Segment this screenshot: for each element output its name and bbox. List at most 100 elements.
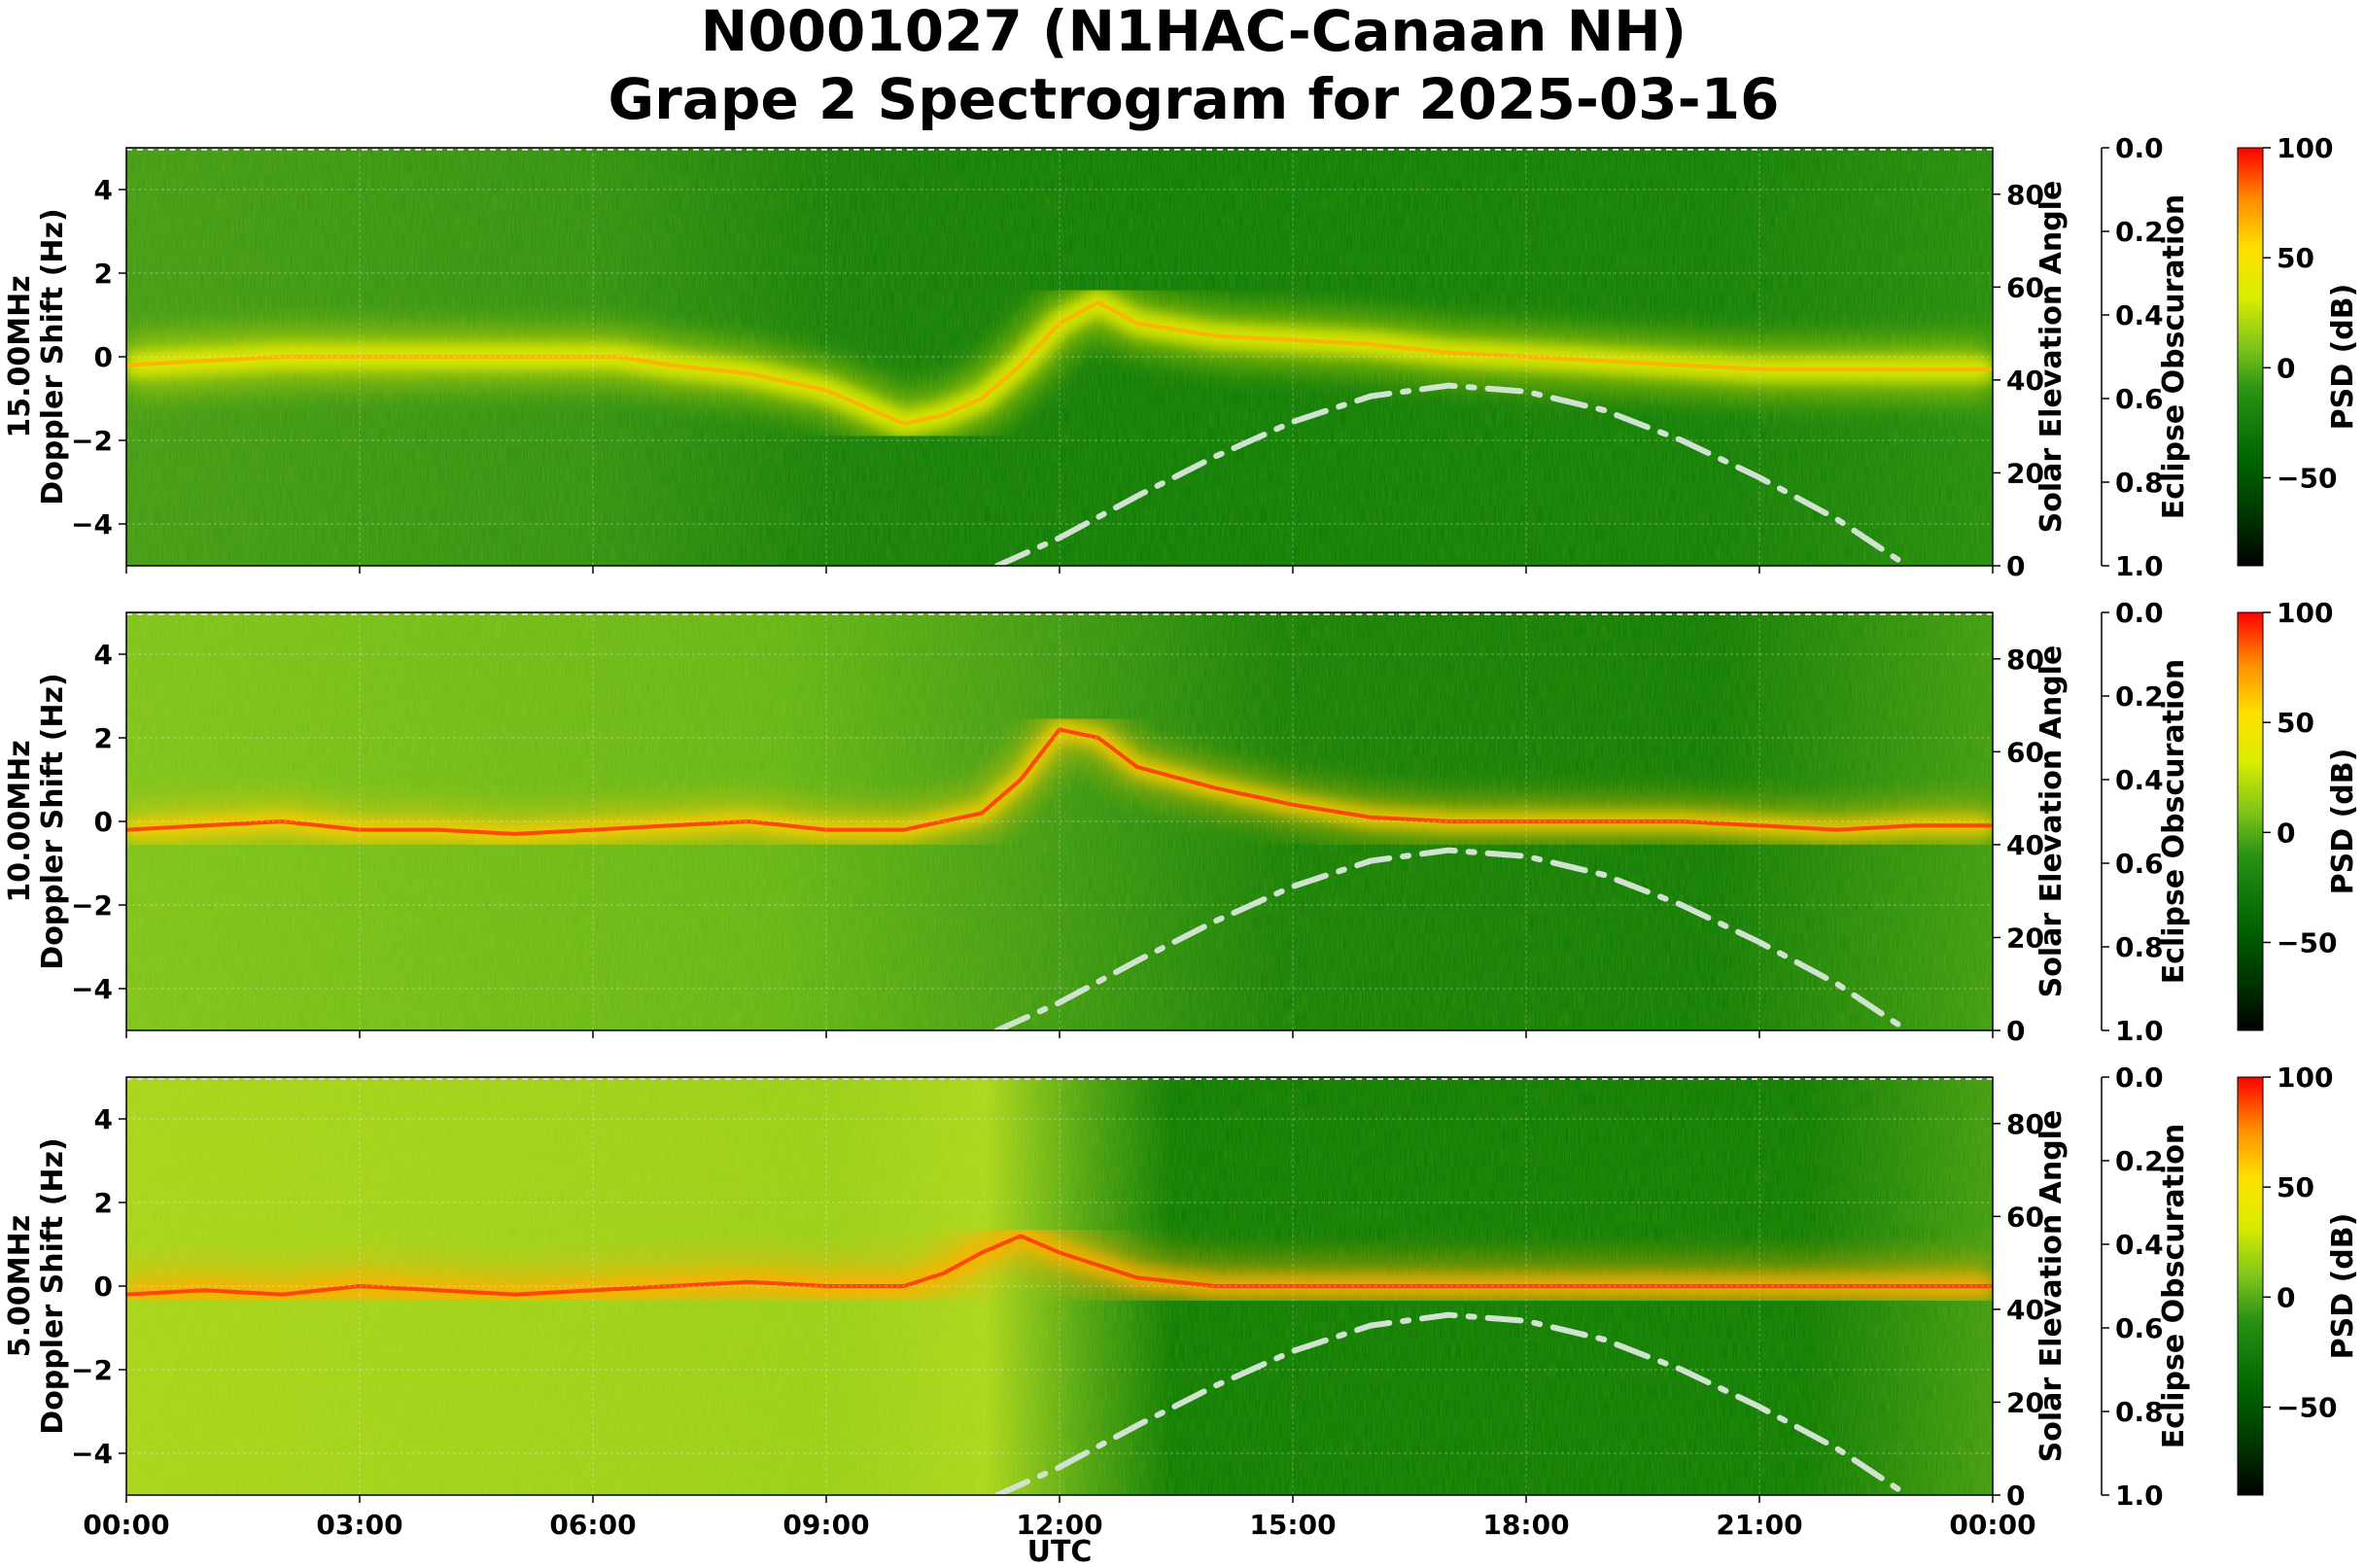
x-tick-label: 09:00: [783, 1509, 869, 1541]
colorbar-label: PSD (dB): [2326, 1213, 2360, 1360]
eclipse-tick-label: 0.6: [2115, 848, 2164, 880]
eclipse-tick-label: 1.0: [2115, 550, 2164, 582]
panel-0: 420−2−415.00MHz Doppler Shift (Hz)8060402…: [3, 132, 2360, 582]
y-tick-label: 2: [94, 258, 113, 290]
solar-tick-label: 20: [2006, 457, 2044, 489]
colorbar-tick-label: 0: [2277, 352, 2295, 384]
colorbar-tick-label: 50: [2277, 707, 2314, 739]
y-tick-label: −2: [71, 889, 113, 922]
x-tick-label: 00:00: [83, 1509, 169, 1541]
solar-tick-label: 20: [2006, 922, 2044, 954]
eclipse-obscuration-label: Eclipse Obscuration: [2157, 1124, 2191, 1449]
eclipse-tick-label: 0.2: [2115, 216, 2164, 248]
eclipse-tick-label: 1.0: [2115, 1015, 2164, 1047]
colorbar-tick-label: 100: [2277, 132, 2333, 164]
solar-tick-label: 60: [2006, 736, 2044, 768]
x-tick-label: 03:00: [316, 1509, 402, 1541]
y-tick-label: 2: [94, 722, 113, 754]
y-axis-label: Doppler Shift (Hz): [36, 673, 70, 969]
solar-tick-label: 60: [2006, 271, 2044, 303]
eclipse-tick-label: 0.8: [2115, 931, 2164, 963]
colorbar-tick-label: −50: [2277, 926, 2337, 958]
eclipse-tick-label: 0.8: [2115, 467, 2164, 499]
eclipse-tick-label: 0.2: [2115, 680, 2164, 713]
y-axis-label: Doppler Shift (Hz): [36, 1137, 70, 1434]
y-tick-label: −2: [71, 1354, 113, 1386]
eclipse-tick-label: 0.4: [2115, 1229, 2164, 1261]
spectrogram-plot-1: [126, 612, 1993, 1030]
eclipse-obscuration-label: Eclipse Obscuration: [2157, 194, 2191, 520]
colorbar-tick-label: 50: [2277, 1171, 2314, 1203]
y-axis-label: Doppler Shift (Hz): [36, 208, 70, 505]
panel-1: 420−2−410.00MHz Doppler Shift (Hz)8060402…: [3, 597, 2360, 1047]
colorbar-tick-label: 100: [2277, 597, 2333, 629]
solar-tick-label: 80: [2006, 644, 2044, 676]
y-tick-label: 0: [94, 806, 113, 838]
colorbar-tick-label: 0: [2277, 1281, 2295, 1313]
solar-tick-label: 80: [2006, 179, 2044, 211]
y-tick-label: 2: [94, 1187, 113, 1219]
colorbar: [2237, 611, 2264, 1031]
colorbar-label: PSD (dB): [2326, 749, 2360, 895]
y-tick-label: −4: [71, 1438, 113, 1470]
solar-tick-label: 20: [2006, 1386, 2044, 1418]
colorbar: [2237, 1076, 2264, 1496]
y-tick-label: 4: [94, 639, 113, 671]
solar-tick-label: 0: [2006, 1015, 2025, 1047]
solar-tick-label: 0: [2006, 550, 2025, 582]
solar-tick-label: 40: [2006, 365, 2044, 397]
solar-tick-label: 60: [2006, 1201, 2044, 1233]
solar-elevation-label: Solar Elevation Angle: [2035, 645, 2069, 998]
eclipse-tick-label: 0.0: [2115, 132, 2164, 164]
colorbar-tick-label: 100: [2277, 1062, 2333, 1094]
solar-elevation-label: Solar Elevation Angle: [2035, 1110, 2069, 1463]
y-axis-label: 15.00MHz: [3, 275, 37, 437]
x-tick-label: 00:00: [1949, 1509, 2035, 1541]
eclipse-tick-label: 0.8: [2115, 1396, 2164, 1428]
y-tick-label: 0: [94, 1271, 113, 1303]
panel-2: 420−2−45.00MHz Doppler Shift (Hz)00:00 03:…: [3, 1062, 2360, 1541]
x-tick-label: 06:00: [549, 1509, 636, 1541]
colorbar-tick-label: 50: [2277, 242, 2314, 274]
colorbar-tick-label: −50: [2277, 1391, 2337, 1423]
eclipse-tick-label: 0.4: [2115, 764, 2164, 796]
y-tick-label: 4: [94, 1103, 113, 1135]
x-tick-label: 18:00: [1482, 1509, 1569, 1541]
solar-elevation-curve: [994, 847, 1910, 1030]
eclipse-tick-label: 0.0: [2115, 1062, 2164, 1094]
eclipse-tick-label: 0.0: [2115, 597, 2164, 629]
y-tick-label: −4: [71, 508, 113, 540]
colorbar: [2237, 147, 2264, 567]
eclipse-obscuration-label: Eclipse Obscuration: [2157, 659, 2191, 985]
y-tick-label: −2: [71, 425, 113, 457]
spectrogram-plot-0: [126, 148, 1993, 566]
solar-elevation-label: Solar Elevation Angle: [2035, 181, 2069, 534]
figure-title-line1: N0001027 (N1HAC-Canaan NH): [701, 0, 1687, 64]
x-tick-label: 15:00: [1249, 1509, 1336, 1541]
colorbar-label: PSD (dB): [2326, 284, 2360, 431]
x-tick-label: 21:00: [1716, 1509, 1802, 1541]
y-axis-label: 5.00MHz: [3, 1215, 37, 1357]
figure-title-line2: Grape 2 Spectrogram for 2025-03-16: [609, 66, 1780, 132]
solar-elevation-curve: [994, 1311, 1910, 1495]
solar-elevation-curve: [994, 382, 1910, 566]
colorbar-tick-label: 0: [2277, 817, 2295, 849]
y-axis-label: 10.00MHz: [3, 740, 37, 902]
solar-tick-label: 80: [2006, 1108, 2044, 1140]
eclipse-tick-label: 0.6: [2115, 383, 2164, 415]
colorbar-tick-label: −50: [2277, 462, 2337, 494]
doppler-trace-core: [126, 727, 1993, 836]
eclipse-tick-label: 0.2: [2115, 1145, 2164, 1177]
doppler-trace-core: [126, 300, 1993, 426]
y-tick-label: 4: [94, 174, 113, 206]
solar-tick-label: 0: [2006, 1480, 2025, 1512]
solar-tick-label: 40: [2006, 1294, 2044, 1326]
y-tick-label: −4: [71, 973, 113, 1005]
y-tick-label: 0: [94, 341, 113, 373]
x-tick-label: 12:00: [1016, 1509, 1102, 1541]
x-axis-label: UTC: [1027, 1535, 1093, 1568]
eclipse-tick-label: 1.0: [2115, 1480, 2164, 1512]
doppler-trace-core: [126, 1234, 1993, 1297]
spectrogram-plot-2: [126, 1077, 1993, 1495]
